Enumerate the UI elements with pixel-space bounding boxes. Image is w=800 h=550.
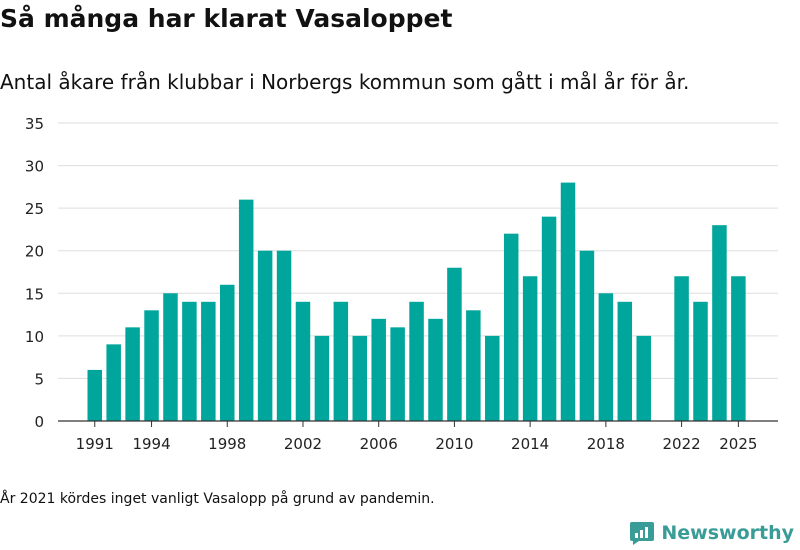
bar-2007 [390,327,405,421]
y-tick-label: 35 [25,115,44,133]
bar-2022 [674,276,689,421]
y-tick-label: 30 [25,158,44,176]
newsworthy-logo-icon [630,522,655,545]
y-tick-label: 5 [34,370,44,388]
bar-2018 [598,293,614,421]
brand-logo: Newsworthy [629,520,794,546]
y-tick-label: 0 [34,413,44,431]
bar-2002 [295,301,311,421]
bar-1991 [87,369,102,421]
x-tick-label: 2010 [435,435,473,453]
bar-1992 [106,344,121,421]
bar-2010 [447,267,462,421]
y-tick-label: 20 [25,243,44,261]
bar-1996 [182,301,197,421]
y-tick-label: 25 [25,200,44,218]
bar-2006 [371,318,386,421]
bar-1999 [238,199,254,421]
x-tick-label: 2014 [511,435,549,453]
bar-2017 [579,250,595,421]
chart-subtitle: Antal åkare från klubbar i Norbergs komm… [0,70,690,94]
y-tick-label: 15 [25,285,44,303]
bar-2013 [503,233,519,421]
y-tick-label: 10 [25,328,44,346]
bar-2009 [428,318,443,421]
bar-2015 [541,216,557,421]
bar-2008 [409,301,424,421]
bar-2004 [333,301,349,421]
y-axis-ticks: 0 5 10 15 20 25 30 35 [25,115,44,431]
x-tick-label: 2018 [587,435,625,453]
bar-2023 [693,301,708,421]
bar-2005 [352,335,368,421]
bar-2016 [560,182,576,421]
bar-2014 [522,276,538,421]
bar-1995 [163,293,178,421]
x-tick-label: 2006 [360,435,398,453]
x-tick-label: 2002 [284,435,322,453]
bar-2025 [731,276,746,421]
bar-2001 [276,250,292,421]
bars [87,182,746,421]
bar-2003 [314,335,330,421]
bar-2020 [636,335,651,421]
bar-1993 [125,327,140,421]
chart-title: Så många har klarat Vasaloppet [0,4,453,33]
bar-2019 [617,301,633,421]
bar-2011 [466,310,481,421]
bar-1997 [201,301,216,421]
gridlines [58,122,778,379]
footnote: År 2021 kördes inget vanligt Vasalopp på… [0,491,435,507]
bar-2012 [485,335,500,421]
x-tick-label: 2025 [719,435,757,453]
bar-chart: 1991 1994 1998 2002 2006 2010 2014 2018 2022 2025… [25,115,778,453]
brand-name: Newsworthy [661,522,794,544]
bar-1994 [144,310,159,421]
bar-2000 [257,250,273,421]
x-tick-label: 1991 [76,435,114,453]
bar-1998 [220,284,235,421]
x-tick-label: 2022 [662,435,700,453]
x-tick-label: 1998 [208,435,246,453]
bar-2024 [712,225,727,421]
x-axis-ticks: 1991 1994 1998 2002 2006 2010 2014 2018 2022 2025 [76,421,757,453]
x-tick-label: 1994 [132,435,170,453]
